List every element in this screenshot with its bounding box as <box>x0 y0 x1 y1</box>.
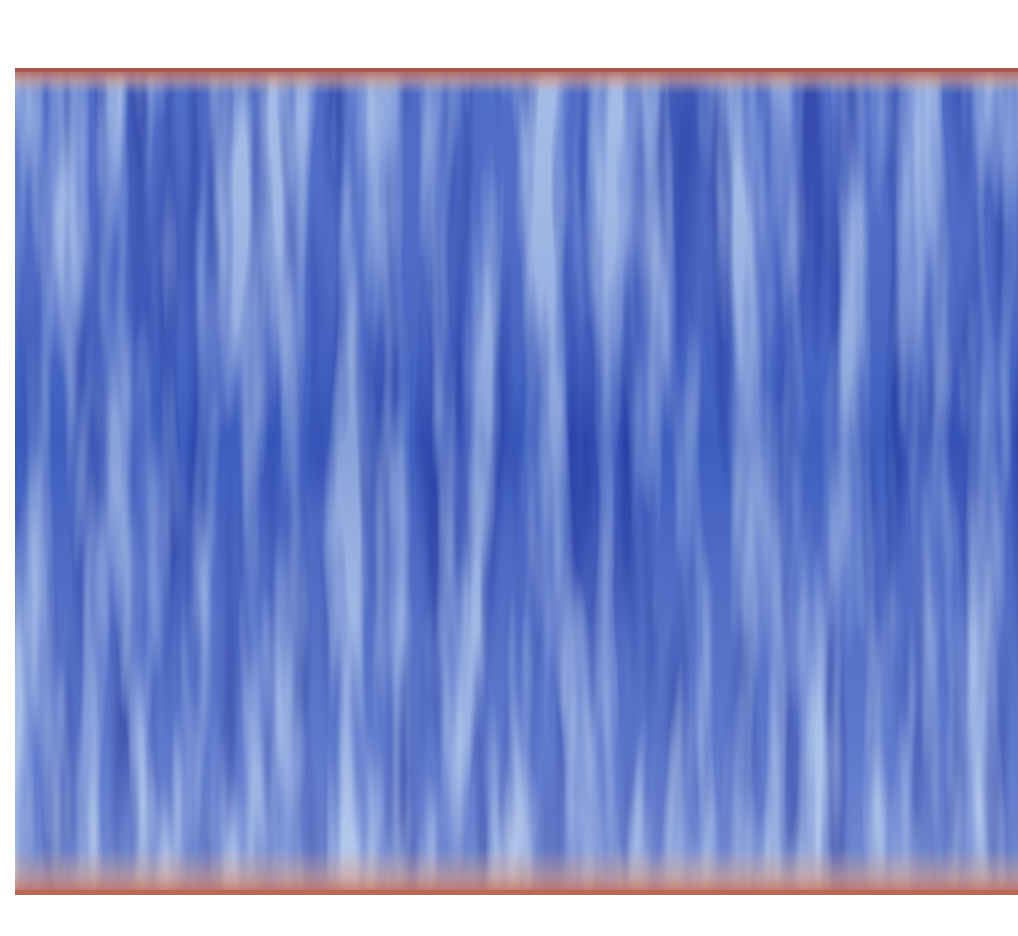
bottom-wall-band <box>15 848 1018 895</box>
bottom-wall-line <box>15 890 1018 895</box>
field-shading <box>15 68 1018 895</box>
top-wall-band <box>15 68 1018 94</box>
top-wall-line <box>15 68 1018 72</box>
